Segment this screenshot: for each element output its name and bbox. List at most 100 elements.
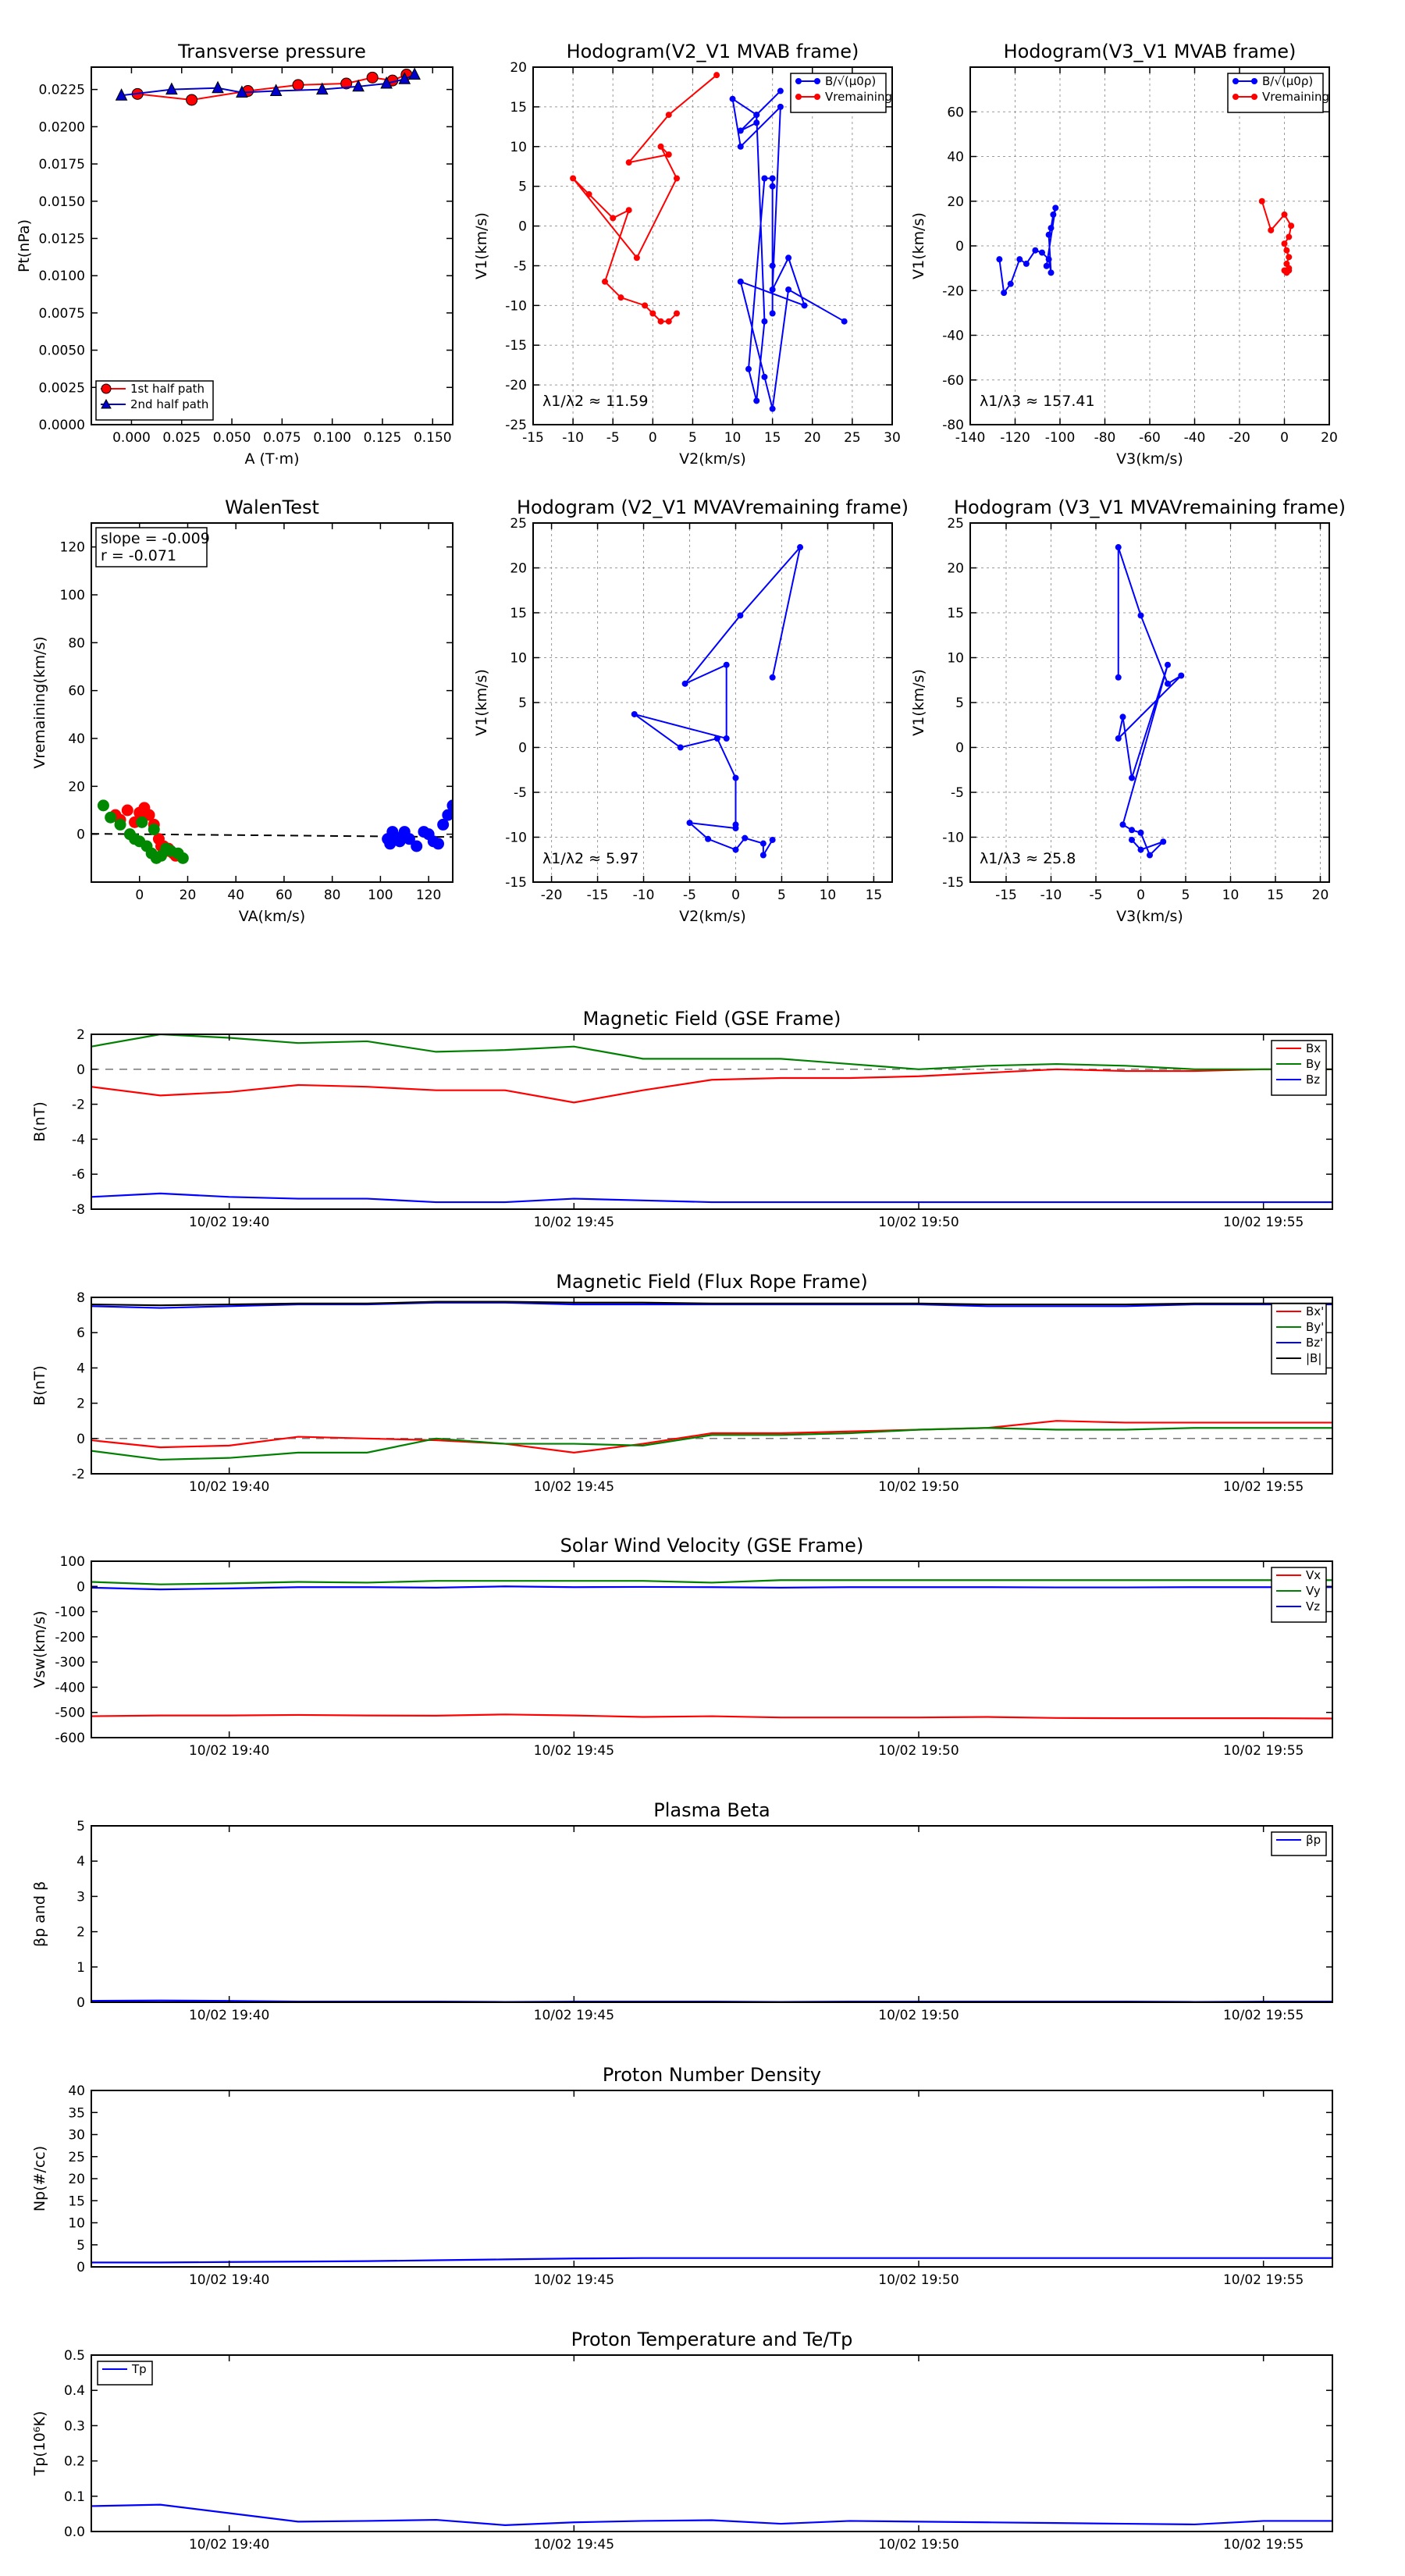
series-point: [665, 151, 672, 158]
series-line-0: [91, 1420, 1332, 1453]
chart-title: Proton Number Density: [603, 2064, 821, 2086]
series-point: [723, 735, 730, 742]
series-point: [121, 804, 133, 817]
y-tick-label: 0.4: [64, 2383, 85, 2399]
legend-label: Vy: [1306, 1584, 1321, 1598]
y-tick-label: 40: [68, 731, 85, 747]
y-tick-label: 80: [68, 635, 85, 651]
y-tick-label: 0.5: [64, 2348, 85, 2364]
series-point: [737, 278, 744, 285]
x-tick-label: 10/02 19:55: [1223, 1215, 1304, 1230]
series-point: [236, 85, 248, 98]
y-tick-label: 0: [76, 1062, 85, 1078]
x-axis-label: VA(km/s): [239, 908, 305, 925]
y-tick-label: -40: [942, 329, 964, 344]
y-tick-label: 0: [518, 219, 527, 235]
chart-vsw: 10/02 19:40 10/02 19:45 10/02 19:50 10/02 1…: [31, 1535, 1333, 1759]
series-point: [1137, 829, 1144, 836]
series-point: [761, 318, 768, 325]
y-tick-label: 0.0225: [39, 83, 85, 98]
y-tick-label: 60: [68, 684, 85, 699]
series-point: [352, 79, 365, 92]
plot-marks: [570, 72, 848, 412]
series-point: [1258, 197, 1265, 205]
x-tick-label: 0.050: [213, 430, 251, 446]
series-point: [176, 852, 189, 864]
series-point: [713, 72, 720, 79]
y-tick-label: -15: [505, 338, 527, 354]
y-tick-label: 0.0: [64, 2524, 85, 2540]
y-tick-label: 40: [947, 150, 964, 165]
series-point: [432, 838, 444, 850]
legend-label: Vz: [1306, 1599, 1320, 1614]
series-point: [386, 826, 399, 838]
chart-hg1: -15 -10 -5 0 5 10 15 20 25 30 -25 -20 -15 -10 -5 0 5 10 15…: [473, 41, 901, 468]
plot-marks: [91, 2503, 1332, 2526]
legend: B/√(μ0ρ) Vremaining: [1227, 73, 1329, 113]
chart-hg2: -140 -120 -100 -80 -60 -40 -20 0 20 -80 -60 -40 -20 0…: [910, 41, 1338, 468]
legend-label: Bx: [1306, 1041, 1321, 1055]
legend-label: 1st half path: [130, 382, 205, 396]
y-axis-label: Pt(nPa): [16, 219, 33, 272]
y-tick-label: 5: [76, 2238, 85, 2254]
x-tick-label: 10/02 19:40: [189, 1479, 269, 1495]
series-line-0: [91, 2503, 1332, 2526]
y-axis-label: Vsw(km/s): [31, 1610, 48, 1688]
plot-marks: [115, 67, 421, 106]
series-point: [801, 302, 808, 309]
y-tick-label: 1: [76, 1960, 85, 1976]
x-tick-label: 10/02 19:40: [189, 2537, 269, 2553]
y-tick-label: -300: [55, 1655, 85, 1670]
chart-temp: 10/02 19:40 10/02 19:45 10/02 19:50 10/02 1…: [31, 2329, 1333, 2553]
y-tick-label: 0: [76, 1995, 85, 2011]
series-point: [761, 373, 768, 380]
series-point: [1001, 290, 1008, 297]
x-tick-label: 10/02 19:55: [1223, 1479, 1304, 1495]
x-tick-label: 10/02 19:50: [878, 2537, 959, 2553]
series-point: [1286, 254, 1293, 261]
series-point: [1039, 249, 1045, 256]
y-tick-label: 20: [68, 2172, 85, 2187]
series-point: [729, 95, 736, 102]
legend-label: Bz': [1306, 1336, 1323, 1350]
series-point: [769, 286, 776, 293]
chart-title: Hodogram (V2_V1 MVAVremaining frame): [517, 496, 909, 518]
series-point: [380, 76, 393, 89]
series-point: [657, 318, 664, 325]
x-tick-label: -20: [1229, 430, 1250, 446]
series-line-1: [91, 1034, 1332, 1070]
x-axis-label: A (T·m): [244, 450, 299, 468]
y-tick-label: -4: [72, 1132, 85, 1147]
x-tick-label: 5: [1182, 888, 1190, 903]
y-tick-label: 20: [510, 561, 527, 577]
y-tick-label: 35: [68, 2105, 85, 2121]
series-point: [737, 612, 744, 619]
chart-hg3: -20 -15 -10 -5 0 5 10 15 -15 -10 -5 0 5 10 15 20 25Hodog…: [473, 496, 909, 925]
x-tick-label: 10/02 19:55: [1223, 2537, 1304, 2553]
series-point: [411, 840, 423, 852]
x-tick-label: 10: [820, 888, 837, 903]
y-tick-label: 0.0050: [39, 343, 85, 359]
x-tick-label: 10/02 19:55: [1223, 2008, 1304, 2023]
y-tick-label: 20: [947, 561, 964, 577]
x-tick-label: 10/02 19:50: [878, 1743, 959, 1759]
legend-box: [1271, 1040, 1327, 1096]
y-axis-label: Np(#/cc): [31, 2146, 48, 2211]
series-point: [1052, 205, 1059, 212]
y-axis-label: V1(km/s): [473, 212, 490, 279]
plot-area: [91, 1826, 1332, 2002]
x-tick-label: -5: [683, 888, 696, 903]
series-line-0: [91, 1713, 1332, 1720]
legend-marker: [101, 383, 112, 394]
series-point: [136, 816, 148, 828]
x-tick-label: -10: [562, 430, 584, 446]
x-tick-label: 100: [368, 888, 393, 903]
x-tick-label: 15: [764, 430, 781, 446]
series-point: [1032, 247, 1039, 254]
y-tick-label: 25: [510, 516, 527, 532]
x-tick-label: 20: [804, 430, 821, 446]
x-axis-label: V3(km/s): [1116, 450, 1183, 468]
plot-area: [91, 2355, 1332, 2532]
chart-title: Plasma Beta: [653, 1799, 770, 1821]
